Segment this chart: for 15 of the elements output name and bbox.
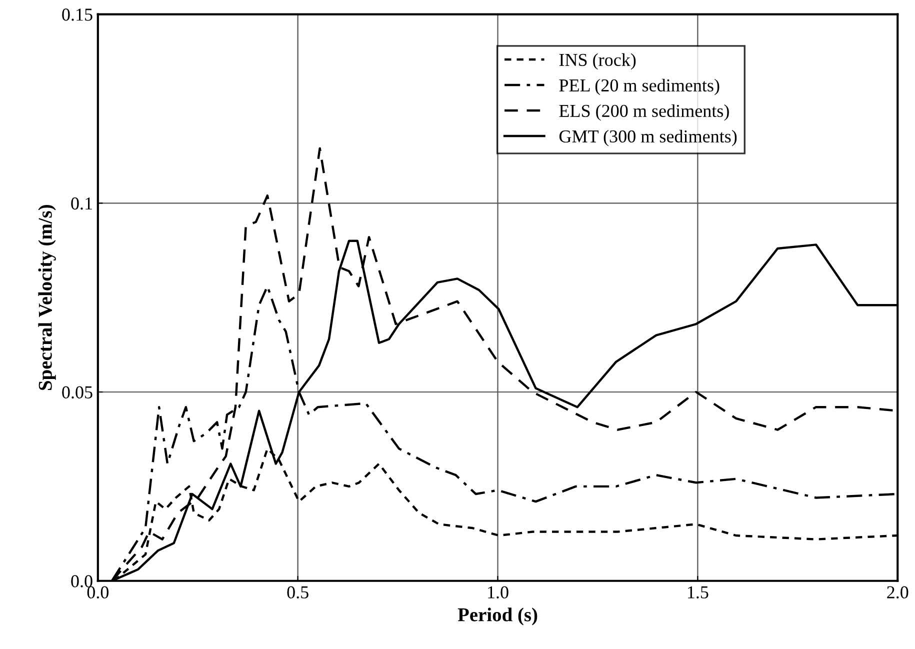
x-tick-label: 2.0 bbox=[887, 586, 908, 598]
legend-label: PEL (20 m sediments) bbox=[559, 78, 720, 96]
x-tick-label: 0.0 bbox=[87, 586, 108, 598]
y-tick-label: 0.05 bbox=[62, 386, 92, 399]
x-tick-label: 0.5 bbox=[287, 586, 308, 598]
y-tick-label: 0.1 bbox=[71, 197, 92, 210]
legend-label: ELS (200 m sediments) bbox=[559, 104, 729, 121]
x-tick-label: 1.0 bbox=[488, 586, 508, 598]
legend-label: INS (rock) bbox=[559, 53, 636, 70]
x-tick-label: 1.5 bbox=[688, 586, 708, 598]
y-tick-label: 0.0 bbox=[71, 575, 92, 588]
legend-label: GMT (300 m sediments) bbox=[559, 130, 737, 146]
y-axis-title: Spectral Velocity (m/s) bbox=[38, 204, 56, 390]
x-axis-title: Period (s) bbox=[458, 608, 538, 626]
y-tick-label: 0.15 bbox=[62, 8, 92, 21]
